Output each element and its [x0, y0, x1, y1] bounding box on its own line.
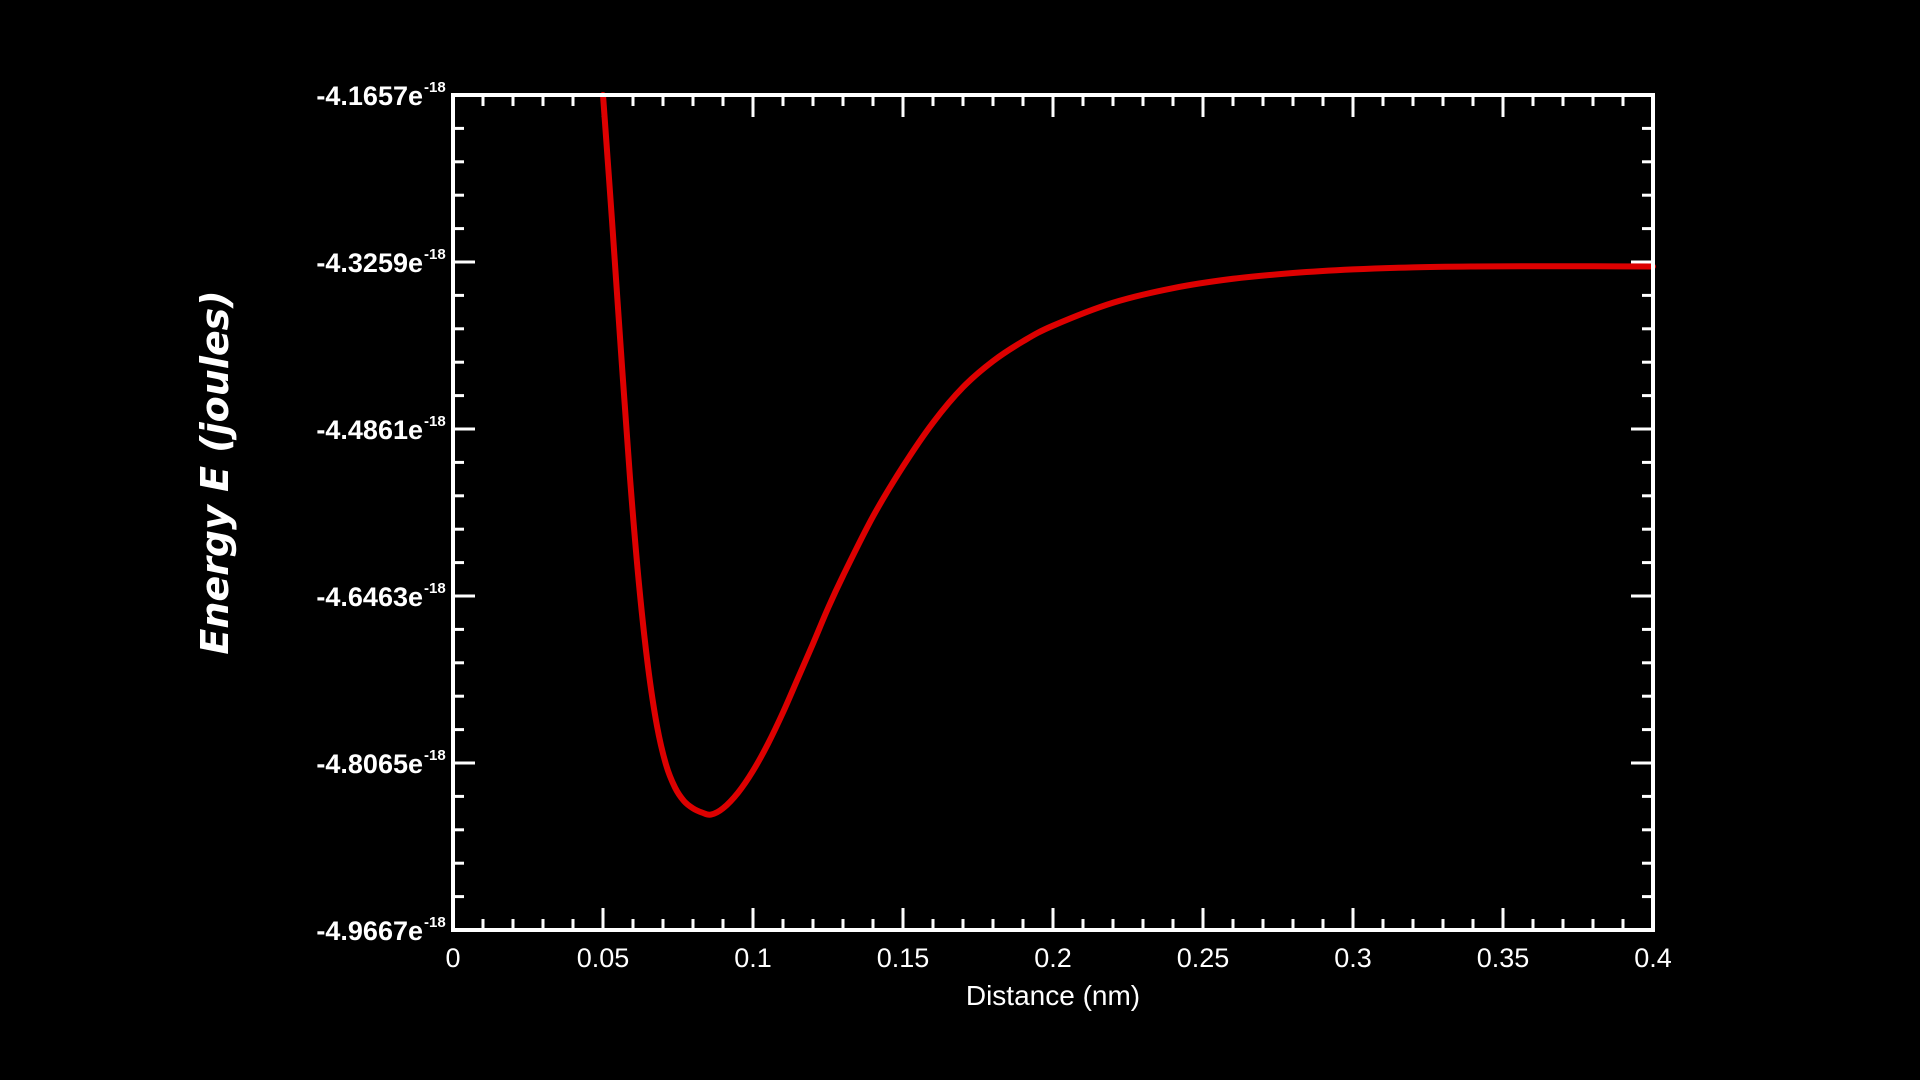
x-tick-label: 0.15 — [877, 943, 930, 973]
y-tick-label: -4.6463e — [316, 582, 423, 612]
x-tick-label: 0.05 — [577, 943, 630, 973]
x-tick-label: 0.3 — [1334, 943, 1372, 973]
x-tick-label: 0.4 — [1634, 943, 1672, 973]
x-tick-label: 0.2 — [1034, 943, 1072, 973]
curve-layer — [600, 92, 1656, 818]
y-tick-exponent: -18 — [424, 79, 446, 96]
y-tick-label: -4.8065e — [316, 749, 423, 779]
y-tick-label: -4.4861e — [316, 415, 423, 445]
y-axis-title: Energy E (joules) — [193, 290, 237, 654]
x-tick-label: 0.25 — [1177, 943, 1230, 973]
y-tick-exponent: -18 — [424, 246, 446, 263]
tick-labels: 0 0.05 0.1 0.15 0.2 0.25 0.3 0.35 0.4-4.1657e -18… — [316, 79, 1671, 973]
x-tick-label: 0.1 — [734, 943, 772, 973]
x-tick-label: 0.35 — [1477, 943, 1530, 973]
y-tick-label: -4.9667e — [316, 916, 423, 946]
y-tick-exponent: -18 — [424, 914, 446, 931]
x-axis-title: Distance (nm) — [966, 980, 1140, 1011]
x-tick-label: 0 — [445, 943, 460, 973]
y-tick-label: -4.1657e — [316, 81, 423, 111]
plot-frame — [451, 93, 1655, 932]
y-tick-exponent: -18 — [424, 413, 446, 430]
energy-curve-line — [600, 92, 1656, 818]
y-tick-label: -4.3259e — [316, 248, 423, 278]
y-tick-exponent: -18 — [424, 580, 446, 597]
y-tick-exponent: -18 — [424, 747, 446, 764]
